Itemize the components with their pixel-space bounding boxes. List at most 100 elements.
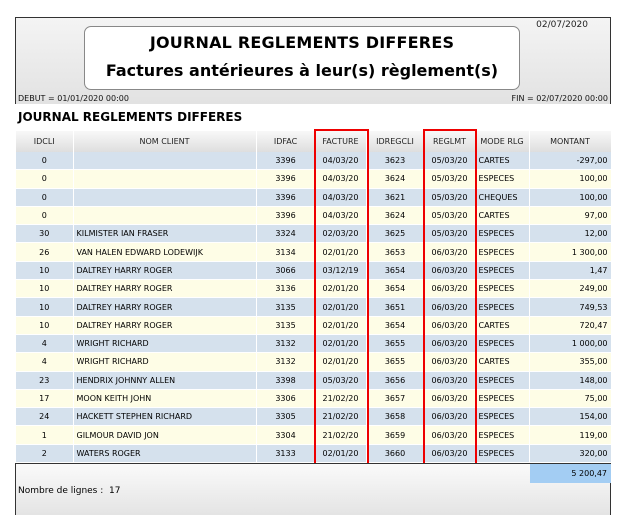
- cell-idregcli: 3656: [366, 371, 425, 390]
- table-row[interactable]: 0 3396 04/03/20 3624 05/03/20 ESPECES 100,00: [16, 169, 612, 189]
- table-row[interactable]: 0 3396 04/03/20 3621 05/03/20 CHEQUES 100,00: [16, 188, 612, 207]
- cell-nom-client: DALTREY HARRY ROGER: [73, 297, 257, 317]
- cell-montant: 97,00: [529, 206, 612, 226]
- cell-idcli: 0: [16, 169, 74, 189]
- column-header[interactable]: FACTURE: [315, 131, 367, 152]
- column-header[interactable]: IDFAC: [256, 131, 316, 152]
- cell-facture: 21/02/20: [315, 407, 367, 427]
- row-count: Nombre de lignes : 17: [18, 486, 120, 496]
- cell-idfac: 3132: [256, 334, 316, 354]
- column-header[interactable]: IDREGCLI: [366, 131, 425, 152]
- table-row[interactable]: 10 DALTREY HARRY ROGER 3136 02/01/20 3654 06/…: [16, 279, 612, 299]
- cell-montant: -297,00: [529, 152, 612, 171]
- cell-idcli: 0: [16, 188, 74, 207]
- cell-nom-client: WATERS ROGER: [73, 444, 257, 464]
- cell-facture: 02/01/20: [315, 279, 367, 299]
- cell-idregcli: 3653: [366, 242, 425, 262]
- cell-reglmt: 05/03/20: [424, 152, 476, 171]
- total-amount: 5 200,47: [530, 464, 611, 483]
- cell-idregcli: 3655: [366, 334, 425, 354]
- cell-idcli: 0: [16, 152, 74, 171]
- cell-reglmt: 06/03/20: [424, 444, 476, 464]
- cell-idfac: 3133: [256, 444, 316, 464]
- table-row[interactable]: 23 HENDRIX JOHNNY ALLEN 3398 05/03/20 3656 06…: [16, 371, 612, 390]
- cell-idfac: 3396: [256, 169, 316, 189]
- cell-mode-rlg: ESPECES: [475, 407, 530, 427]
- column-header[interactable]: IDCLI: [16, 131, 74, 152]
- cell-montant: 75,00: [529, 389, 612, 409]
- cell-reglmt: 06/03/20: [424, 261, 476, 281]
- cell-mode-rlg: ESPECES: [475, 279, 530, 299]
- column-header[interactable]: MONTANT: [529, 131, 612, 152]
- cell-nom-client: VAN HALEN EDWARD LODEWIJK: [73, 242, 257, 262]
- table-row[interactable]: 10 DALTREY HARRY ROGER 3135 02/01/20 3651 06/…: [16, 297, 612, 317]
- cell-idcli: 4: [16, 334, 74, 354]
- cell-mode-rlg: CHEQUES: [475, 188, 530, 207]
- cell-idfac: 3135: [256, 316, 316, 335]
- table-row[interactable]: 0 3396 04/03/20 3624 05/03/20 CARTES 97,00: [16, 206, 612, 226]
- column-header[interactable]: MODE RLG: [475, 131, 530, 152]
- cell-idregcli: 3654: [366, 316, 425, 335]
- table-row[interactable]: 24 HACKETT STEPHEN RICHARD 3305 21/02/20 365…: [16, 407, 612, 427]
- cell-idregcli: 3651: [366, 297, 425, 317]
- report-header: JOURNAL REGLEMENTS DIFFERES Factures ant…: [15, 17, 611, 104]
- cell-idcli: 26: [16, 242, 74, 262]
- cell-mode-rlg: CARTES: [475, 152, 530, 171]
- table-row[interactable]: 30 KILMISTER IAN FRASER 3324 02/03/20 3625 05…: [16, 224, 612, 244]
- cell-idcli: 10: [16, 297, 74, 317]
- cell-idcli: 4: [16, 352, 74, 372]
- cell-nom-client: KILMISTER IAN FRASER: [73, 224, 257, 244]
- row-count-value: 17: [109, 486, 121, 496]
- cell-nom-client: MOON KEITH JOHN: [73, 389, 257, 409]
- cell-idcli: 10: [16, 279, 74, 299]
- cell-idcli: 30: [16, 224, 74, 244]
- cell-facture: 21/02/20: [315, 389, 367, 409]
- cell-montant: 320,00: [529, 444, 612, 464]
- cell-reglmt: 06/03/20: [424, 334, 476, 354]
- cell-facture: 04/03/20: [315, 188, 367, 207]
- table-row[interactable]: 26 VAN HALEN EDWARD LODEWIJK 3134 02/01/20 3…: [16, 242, 612, 262]
- report-date: 02/07/2020: [536, 20, 588, 30]
- cell-reglmt: 05/03/20: [424, 206, 476, 226]
- cell-reglmt: 06/03/20: [424, 279, 476, 299]
- cell-mode-rlg: ESPECES: [475, 169, 530, 189]
- cell-idfac: 3132: [256, 352, 316, 372]
- cell-reglmt: 06/03/20: [424, 316, 476, 335]
- table-row[interactable]: 2 WATERS ROGER 3133 02/01/20 3660 06/03/20 ESP…: [16, 444, 612, 464]
- cell-idcli: 23: [16, 371, 74, 390]
- cell-reglmt: 05/03/20: [424, 188, 476, 207]
- cell-idcli: 24: [16, 407, 74, 427]
- column-header[interactable]: REGLMT: [424, 131, 476, 152]
- cell-facture: 02/01/20: [315, 444, 367, 464]
- cell-facture: 02/01/20: [315, 242, 367, 262]
- cell-nom-client: [73, 206, 257, 226]
- cell-facture: 05/03/20: [315, 371, 367, 390]
- table-row[interactable]: 4 WRIGHT RICHARD 3132 02/01/20 3655 06/03/20 E…: [16, 334, 612, 354]
- cell-montant: 148,00: [529, 371, 612, 390]
- column-header[interactable]: NOM CLIENT: [73, 131, 257, 152]
- row-count-label: Nombre de lignes :: [18, 486, 104, 496]
- cell-idfac: 3324: [256, 224, 316, 244]
- cell-idregcli: 3625: [366, 224, 425, 244]
- cell-mode-rlg: ESPECES: [475, 444, 530, 464]
- cell-idregcli: 3659: [366, 425, 425, 445]
- cell-nom-client: HENDRIX JOHNNY ALLEN: [73, 371, 257, 390]
- cell-reglmt: 05/03/20: [424, 224, 476, 244]
- cell-mode-rlg: CARTES: [475, 352, 530, 372]
- cell-montant: 154,00: [529, 407, 612, 427]
- cell-mode-rlg: ESPECES: [475, 425, 530, 445]
- cell-reglmt: 06/03/20: [424, 242, 476, 262]
- table-row[interactable]: 4 WRIGHT RICHARD 3132 02/01/20 3655 06/03/20 C…: [16, 352, 612, 372]
- cell-montant: 100,00: [529, 169, 612, 189]
- cell-mode-rlg: CARTES: [475, 206, 530, 226]
- cell-reglmt: 06/03/20: [424, 407, 476, 427]
- table-row[interactable]: 1 GILMOUR DAVID JON 3304 21/02/20 3659 06/03/…: [16, 425, 612, 445]
- table-row[interactable]: 10 DALTREY HARRY ROGER 3066 03/12/19 3654 06/…: [16, 261, 612, 281]
- table-row[interactable]: 0 3396 04/03/20 3623 05/03/20 CARTES -297,00: [16, 152, 612, 171]
- facture-highlight: [314, 129, 369, 474]
- table-row[interactable]: 10 DALTREY HARRY ROGER 3135 02/01/20 3654 06/…: [16, 316, 612, 335]
- cell-reglmt: 06/03/20: [424, 389, 476, 409]
- table-row[interactable]: 17 MOON KEITH JOHN 3306 21/02/20 3657 06/03/2…: [16, 389, 612, 409]
- cell-reglmt: 06/03/20: [424, 352, 476, 372]
- cell-facture: 02/01/20: [315, 334, 367, 354]
